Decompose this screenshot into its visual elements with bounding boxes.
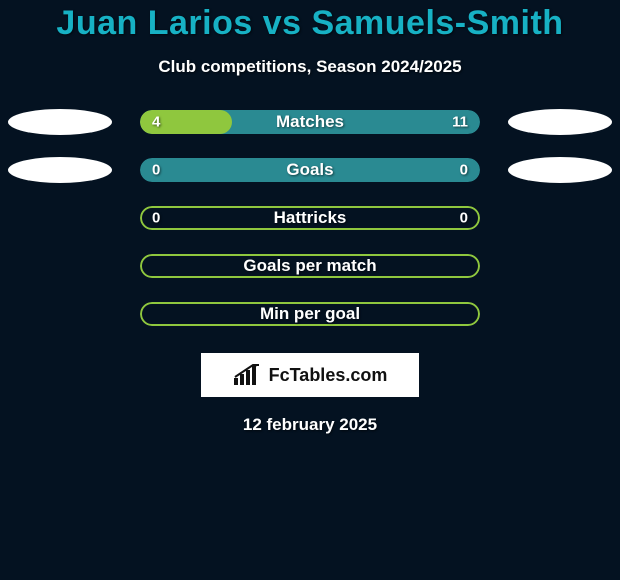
stat-value-right: 0	[460, 210, 468, 227]
stat-bar: Min per goal	[140, 302, 480, 326]
stat-label: Goals per match	[243, 256, 376, 276]
stat-row: 0 0 Goals	[0, 157, 620, 183]
stat-bar: 4 11 Matches	[140, 110, 480, 134]
player-left-slot	[8, 301, 112, 327]
player-left-slot	[8, 253, 112, 279]
stat-row: Min per goal	[0, 301, 620, 327]
stat-row: Goals per match	[0, 253, 620, 279]
date-label: 12 february 2025	[0, 415, 620, 435]
stat-label: Min per goal	[260, 304, 360, 324]
stat-label: Matches	[276, 112, 344, 132]
player-right-slot	[508, 109, 612, 135]
player-right-slot	[508, 301, 612, 327]
player-right-ellipse	[508, 157, 612, 183]
stat-label: Goals	[286, 160, 333, 180]
player-left-ellipse	[8, 109, 112, 135]
stat-row: 0 0 Hattricks	[0, 205, 620, 231]
player-right-slot	[508, 205, 612, 231]
stat-row: 4 11 Matches	[0, 109, 620, 135]
player-left-slot	[8, 109, 112, 135]
player-right-slot	[508, 253, 612, 279]
stat-value-right: 11	[452, 114, 468, 131]
stat-label: Hattricks	[274, 208, 347, 228]
player-left-ellipse	[8, 157, 112, 183]
player-left-slot	[8, 157, 112, 183]
player-left-slot	[8, 205, 112, 231]
stat-bar: 0 0 Hattricks	[140, 206, 480, 230]
logo-chart-icon	[233, 364, 263, 386]
player-right-ellipse	[508, 109, 612, 135]
stat-value-left: 0	[152, 162, 160, 179]
source-logo: FcTables.com	[201, 353, 419, 397]
stat-value-left: 4	[152, 114, 160, 131]
stat-bar: Goals per match	[140, 254, 480, 278]
player-right-slot	[508, 157, 612, 183]
logo-text: FcTables.com	[269, 365, 388, 386]
stat-value-right: 0	[460, 162, 468, 179]
page-subtitle: Club competitions, Season 2024/2025	[0, 57, 620, 77]
infographic-container: Juan Larios vs Samuels-Smith Club compet…	[0, 0, 620, 435]
page-title: Juan Larios vs Samuels-Smith	[0, 4, 620, 43]
stat-bar: 0 0 Goals	[140, 158, 480, 182]
stat-rows: 4 11 Matches 0 0 Goals 0 0 Hattricks Goals per ma…	[0, 109, 620, 327]
stat-value-left: 0	[152, 210, 160, 227]
